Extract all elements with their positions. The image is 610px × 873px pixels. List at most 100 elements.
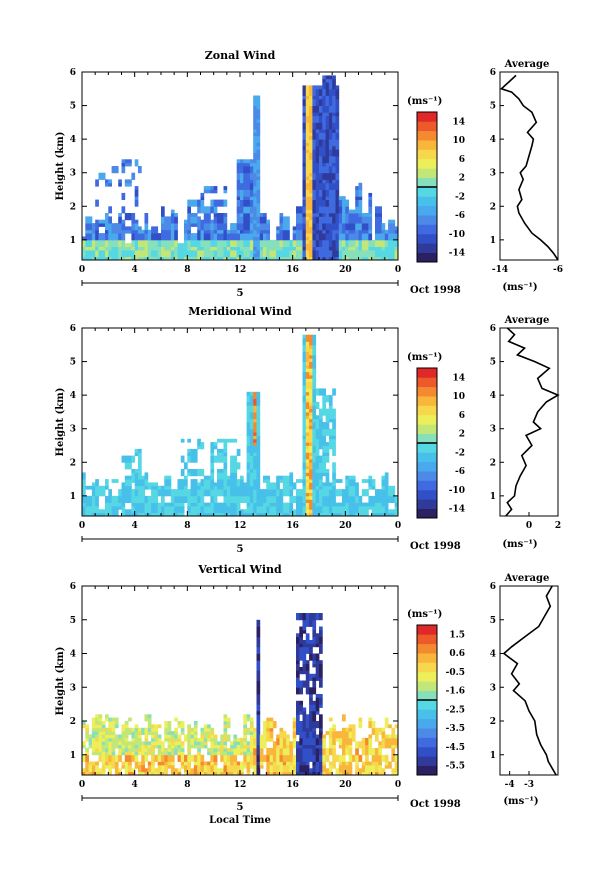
heatmap-cell xyxy=(335,92,340,96)
heatmap-cell xyxy=(325,758,330,762)
heatmap-cell xyxy=(121,734,126,739)
heatmap-cell xyxy=(381,229,386,234)
heatmap-cell xyxy=(263,495,267,500)
heatmap-cell xyxy=(319,704,323,708)
heatmap-cell xyxy=(328,122,333,127)
heatmap-cell xyxy=(358,256,363,261)
heatmap-cell xyxy=(138,169,142,174)
heatmap-cell xyxy=(391,512,396,517)
heatmap-cell xyxy=(368,724,373,729)
heatmap-cell xyxy=(101,509,106,514)
heatmap-cell xyxy=(207,256,211,261)
heatmap-cell xyxy=(325,213,330,217)
heatmap-cell xyxy=(335,479,340,483)
heatmap-cell xyxy=(121,219,126,224)
heatmap-cell xyxy=(210,771,215,776)
heatmap-cell xyxy=(223,233,228,237)
heatmap-cell xyxy=(203,243,208,247)
heatmap-cell xyxy=(101,754,106,759)
heatmap-cell xyxy=(253,108,257,113)
heatmap-cell xyxy=(230,253,234,258)
heatmap-cell xyxy=(98,485,103,490)
heatmap-cell xyxy=(105,505,109,510)
heatmap-cell xyxy=(121,748,126,752)
heatmap-cell xyxy=(213,744,218,749)
heatmap-cell xyxy=(305,455,310,460)
heatmap-cell xyxy=(302,354,307,359)
heatmap-cell xyxy=(253,509,257,514)
heatmap-cell xyxy=(335,199,340,204)
heatmap-cell xyxy=(332,179,336,184)
heatmap-cell xyxy=(128,462,132,467)
heatmap-cell xyxy=(164,226,168,231)
heatmap-cell xyxy=(305,95,310,100)
heatmap-cell xyxy=(246,442,251,446)
heatmap-cell xyxy=(319,186,323,190)
heatmap-cell xyxy=(95,737,99,742)
heatmap-cell xyxy=(312,428,317,433)
heatmap-cell xyxy=(190,223,195,227)
heatmap-cell xyxy=(299,646,303,651)
heatmap-cell xyxy=(131,768,136,773)
heatmap-cell xyxy=(309,172,313,177)
heatmap-cell xyxy=(197,202,201,207)
heatmap-cell xyxy=(203,236,208,241)
heatmap-cell xyxy=(315,442,320,446)
heatmap-cell xyxy=(253,233,257,237)
heatmap-cell xyxy=(203,731,208,735)
heatmap-cell xyxy=(332,122,336,127)
heatmap-cell xyxy=(309,176,313,180)
heatmap-cell xyxy=(249,432,254,436)
heatmap-cell xyxy=(147,727,152,732)
heatmap-cell xyxy=(118,499,122,503)
heatmap-cell xyxy=(256,626,261,631)
heatmap-cell xyxy=(315,455,320,460)
heatmap-cell xyxy=(312,102,317,106)
heatmap-cell xyxy=(121,744,126,749)
heatmap-cell xyxy=(328,152,333,157)
heatmap-cell xyxy=(312,442,317,446)
heatmap-cell xyxy=(312,135,317,140)
heatmap-cell xyxy=(299,737,303,742)
heatmap-cell xyxy=(190,771,195,776)
heatmap-cell xyxy=(332,465,336,470)
heatmap-cell xyxy=(315,704,320,708)
heatmap-cell xyxy=(263,253,267,258)
heatmap-cell xyxy=(292,249,297,254)
heatmap-cell xyxy=(358,219,363,224)
heatmap-cell xyxy=(105,253,109,258)
heatmap-cell xyxy=(157,253,162,258)
heatmap-cell xyxy=(187,768,191,773)
heatmap-cell xyxy=(302,364,307,369)
heatmap-cell xyxy=(263,243,267,247)
heatmap-cell xyxy=(95,721,99,725)
heatmap-cell xyxy=(325,256,330,261)
heatmap-cell xyxy=(124,465,129,470)
heatmap-cell xyxy=(118,754,122,759)
heatmap-cell xyxy=(197,199,201,204)
heatmap-cell xyxy=(302,145,307,150)
heatmap-cell xyxy=(213,246,218,251)
heatmap-cell xyxy=(161,748,165,752)
colorbar-swatch xyxy=(417,433,437,444)
heatmap-cell xyxy=(302,233,307,237)
heatmap-cell xyxy=(332,95,336,100)
heatmap-cell xyxy=(305,438,310,443)
heatmap-cell xyxy=(325,226,330,231)
heatmap-cell xyxy=(312,690,317,695)
heatmap-cell xyxy=(351,509,356,514)
heatmap-cell xyxy=(164,239,168,244)
heatmap-cell xyxy=(296,495,300,500)
heatmap-cell xyxy=(217,744,221,749)
heatmap-cell xyxy=(328,115,333,120)
heatmap-cell xyxy=(299,509,303,514)
heatmap-cell xyxy=(305,479,310,483)
heatmap-cell xyxy=(348,737,353,742)
heatmap-cell xyxy=(378,727,382,732)
heatmap-cell xyxy=(276,495,280,500)
heatmap-cell xyxy=(256,112,261,117)
heatmap-cell xyxy=(243,748,247,752)
heatmap-cell xyxy=(157,249,162,254)
heatmap-cell xyxy=(302,509,307,514)
